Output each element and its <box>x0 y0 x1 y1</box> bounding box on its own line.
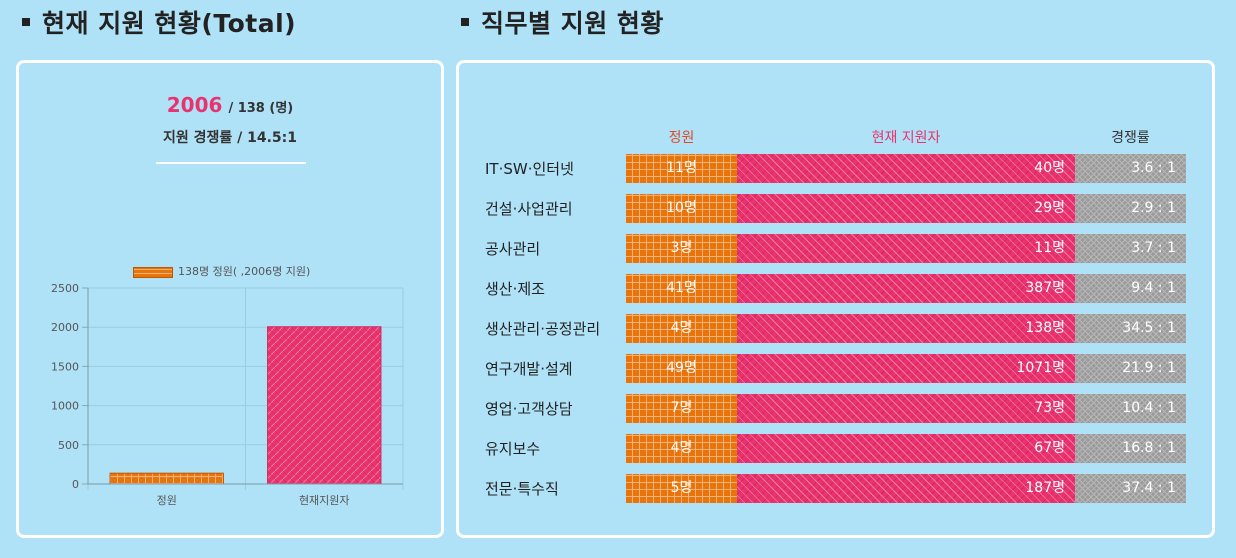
job-label: IT·SW·인터넷 <box>485 160 574 178</box>
job-label: 유지보수 <box>485 440 541 458</box>
job-label: 생산관리·공정관리 <box>485 320 601 338</box>
quota-cell: 49명 <box>626 354 737 383</box>
applicants-cell: 187명 <box>737 474 1075 503</box>
job-section-title: 직무별 지원 현황 <box>461 4 664 40</box>
legend-swatch <box>133 266 173 278</box>
ratio-cell: 3.7 : 1 <box>1075 234 1186 263</box>
summary-divider <box>156 162 306 164</box>
applicants-cell: 387명 <box>737 274 1075 303</box>
applicants-cell: 1071명 <box>737 354 1075 383</box>
quota-cell: 5명 <box>626 474 737 503</box>
quota-cell: 4명 <box>626 434 737 463</box>
legend-label: 138명 정원( ,2006명 지원) <box>178 265 311 278</box>
quota-cell: 41명 <box>626 274 737 303</box>
title-bullet-icon <box>22 18 30 26</box>
quota-cell: 7명 <box>626 394 737 423</box>
applicants-cell: 40명 <box>737 154 1075 183</box>
job-title-text: 직무별 지원 현황 <box>481 9 664 38</box>
total-panel: 2006 / 138 (명) 지원 경쟁률 / 14.5:1 138명 정원( ,… <box>16 60 444 538</box>
quota-cell: 11명 <box>626 154 737 183</box>
quota-cell: 4명 <box>626 314 737 343</box>
job-panel: 정원 현재 지원자 경쟁률 IT·SW·인터넷 11명 40명 3.6 : 1 건설·사… <box>456 60 1215 538</box>
x-tick-label: 정원 <box>157 494 177 507</box>
summary-count: 2006 / 138 (명) <box>19 93 441 117</box>
job-label: 영업·고객상담 <box>485 400 573 418</box>
job-label: 생산·제조 <box>485 280 545 298</box>
competition-ratio: 지원 경쟁률 / 14.5:1 <box>162 130 298 146</box>
ratio-cell: 16.8 : 1 <box>1075 434 1186 463</box>
job-label: 공사관리 <box>485 240 541 258</box>
bar-quota[interactable] <box>109 472 224 485</box>
y-tick-label: 1000 <box>51 400 79 413</box>
applicant-total: 2006 <box>166 93 223 117</box>
ratio-cell: 3.6 : 1 <box>1075 154 1186 183</box>
header-quota: 정원 <box>668 130 695 146</box>
applicants-cell: 11명 <box>737 234 1075 263</box>
quota-cell: 3명 <box>626 234 737 263</box>
total-bar-chart: 0 500 1000 1500 2000 2500 정원 현재지원자 <box>51 282 404 507</box>
ratio-cell: 10.4 : 1 <box>1075 394 1186 423</box>
header-ratio: 경쟁률 <box>1111 130 1150 146</box>
total-section-title: 현재 지원 현황(Total) <box>22 4 296 40</box>
y-tick-label: 0 <box>72 478 79 491</box>
applicants-cell: 138명 <box>737 314 1075 343</box>
title-bullet-icon <box>461 18 469 26</box>
ratio-cell: 37.4 : 1 <box>1075 474 1186 503</box>
applicants-cell: 67명 <box>737 434 1075 463</box>
x-tick-label: 현재지원자 <box>299 494 350 507</box>
total-title-text: 현재 지원 현황(Total) <box>42 9 297 38</box>
quota-cell: 10명 <box>626 194 737 223</box>
y-tick-label: 500 <box>58 439 79 452</box>
applicants-cell: 73명 <box>737 394 1075 423</box>
y-tick-label: 1500 <box>51 360 79 373</box>
ratio-cell: 34.5 : 1 <box>1075 314 1186 343</box>
bar-applicants[interactable] <box>267 326 382 485</box>
y-tick-label: 2500 <box>51 282 79 295</box>
job-label: 건설·사업관리 <box>485 200 573 218</box>
chart-legend[interactable]: 138명 정원( ,2006명 지원) <box>133 263 310 279</box>
job-label: 연구개발·설계 <box>485 360 573 378</box>
y-tick-label: 2000 <box>51 321 79 334</box>
applicants-cell: 29명 <box>737 194 1075 223</box>
header-applicants: 현재 지원자 <box>871 130 941 146</box>
quota-total: / 138 (명) <box>228 101 294 116</box>
ratio-cell: 21.9 : 1 <box>1075 354 1186 383</box>
ratio-cell: 9.4 : 1 <box>1075 274 1186 303</box>
job-label: 전문·특수직 <box>485 480 559 498</box>
ratio-cell: 2.9 : 1 <box>1075 194 1186 223</box>
